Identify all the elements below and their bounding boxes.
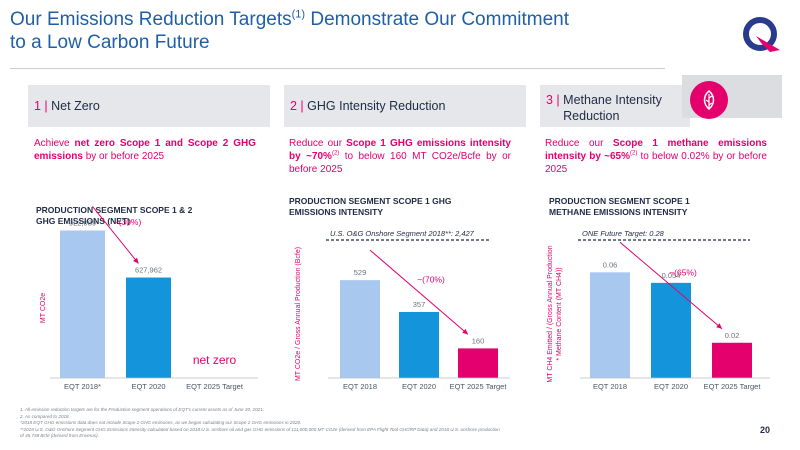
bar <box>126 277 171 378</box>
footnotes: 1. All emission reduction targets are fo… <box>20 407 740 440</box>
y-axis-label: MT CO2e / Gross Annual Production (Bcfe) <box>295 247 302 381</box>
pillar3-description: Reduce our Scope 1 methane emissions int… <box>545 138 767 175</box>
category-label: EQT 2018 <box>593 382 627 391</box>
page-title: Our Emissions Reduction Targets(1) Demon… <box>10 8 700 54</box>
reduction-label: ~(65%) <box>669 268 697 278</box>
chart2-title: PRODUCTION SEGMENT SCOPE 1 GHG EMISSIONS … <box>289 196 452 217</box>
arrowhead <box>716 323 722 329</box>
target-text: net zero <box>193 353 237 367</box>
data-label: 0.02 <box>725 331 740 340</box>
data-label: 357 <box>413 300 426 309</box>
chart3-title: PRODUCTION SEGMENT SCOPE 1 METHANE EMISSI… <box>549 196 690 217</box>
category-label: EQT 2018 <box>343 382 377 391</box>
pillar-ghg-intensity: 2 | GHG Intensity Reduction <box>284 85 526 127</box>
y-axis-label: * Methane Content (MT CH4)) <box>556 267 563 360</box>
data-label: 160 <box>472 336 485 345</box>
title-superscript: (1) <box>291 8 306 21</box>
reduction-arrow <box>92 206 139 264</box>
pillar-methane-intensity: 3 | Methane Intensity Reduction <box>540 85 690 127</box>
data-label: 0.06 <box>603 260 618 269</box>
category-label: EQT 2020 <box>131 382 165 391</box>
category-label: EQT 2020 <box>654 382 688 391</box>
pillar1-description: Achieve net zero Scope 1 and Scope 2 GHG… <box>34 138 256 162</box>
chart1-title: PRODUCTION SEGMENT SCOPE 1 & 2 GHG EMISSI… <box>36 205 193 226</box>
reference-label: U.S. O&G Onshore Segment 2018**: 2,427 <box>330 229 475 238</box>
data-label: 627,962 <box>135 266 162 275</box>
footnote: of 45,738 Bcfe (derived from Enverus). <box>20 433 99 439</box>
title-divider <box>10 68 665 69</box>
arrowhead <box>133 257 139 264</box>
reduction-arrow <box>369 249 469 335</box>
footnote: *2018 EQT GHG emissions data does not in… <box>20 420 302 426</box>
title-line1-end: Demonstrate Our Commitment <box>305 9 570 30</box>
y-axis-label: MT CO2e <box>40 293 47 323</box>
data-label: 529 <box>354 268 367 277</box>
reduction-label: ~(70%) <box>417 274 445 284</box>
bar <box>458 348 498 378</box>
footnote: 1. All emission reduction targets are fo… <box>20 407 265 412</box>
pillar-number: 3 | <box>546 93 564 107</box>
bar <box>651 282 691 378</box>
bar <box>712 342 752 378</box>
arrowhead <box>462 328 468 335</box>
reduction-label: ~(30%) <box>114 217 142 227</box>
pillar-number: 2 | <box>290 99 308 113</box>
pillar-number: 1 | <box>34 99 52 113</box>
title-line1: Our Emissions Reduction Targets <box>10 9 292 30</box>
bar <box>340 280 380 378</box>
title-line2: to a Low Carbon Future <box>10 32 210 53</box>
category-label: EQT 2020 <box>402 382 436 391</box>
eqt-logo <box>743 17 780 52</box>
pillar-label: Net Zero <box>51 99 100 113</box>
bar <box>60 230 105 378</box>
footnote: 2. As compared to 2018. <box>20 413 70 419</box>
pillar-label: Methane Intensity Reduction <box>563 93 662 123</box>
pillar-net-zero: 1 | Net Zero <box>28 85 270 127</box>
data-label: 0.054 <box>662 271 681 280</box>
category-label: EQT 2025 Target <box>704 382 762 391</box>
y-axis-label: MT CH4 Emitted / (Gross Annual Productio… <box>547 245 554 382</box>
category-label: EQT 2025 Target <box>450 382 508 391</box>
data-label: 922,039 <box>69 218 96 227</box>
bar <box>590 272 630 378</box>
category-label: EQT 2018* <box>64 382 101 391</box>
leaf-icon <box>690 81 728 119</box>
footnote: **2018 U.S. O&G Onshore Segment GHG Emis… <box>20 426 500 432</box>
bar <box>399 311 439 378</box>
pillar-label: GHG Intensity Reduction <box>307 99 446 113</box>
reference-label: ONE Future Target: 0.28 <box>582 229 665 238</box>
page-number: 20 <box>760 425 771 435</box>
category-label: EQT 2025 Target <box>186 382 244 391</box>
pillar2-description: Reduce our Scope 1 GHG emissions intensi… <box>289 138 511 175</box>
reduction-arrow <box>619 241 723 330</box>
